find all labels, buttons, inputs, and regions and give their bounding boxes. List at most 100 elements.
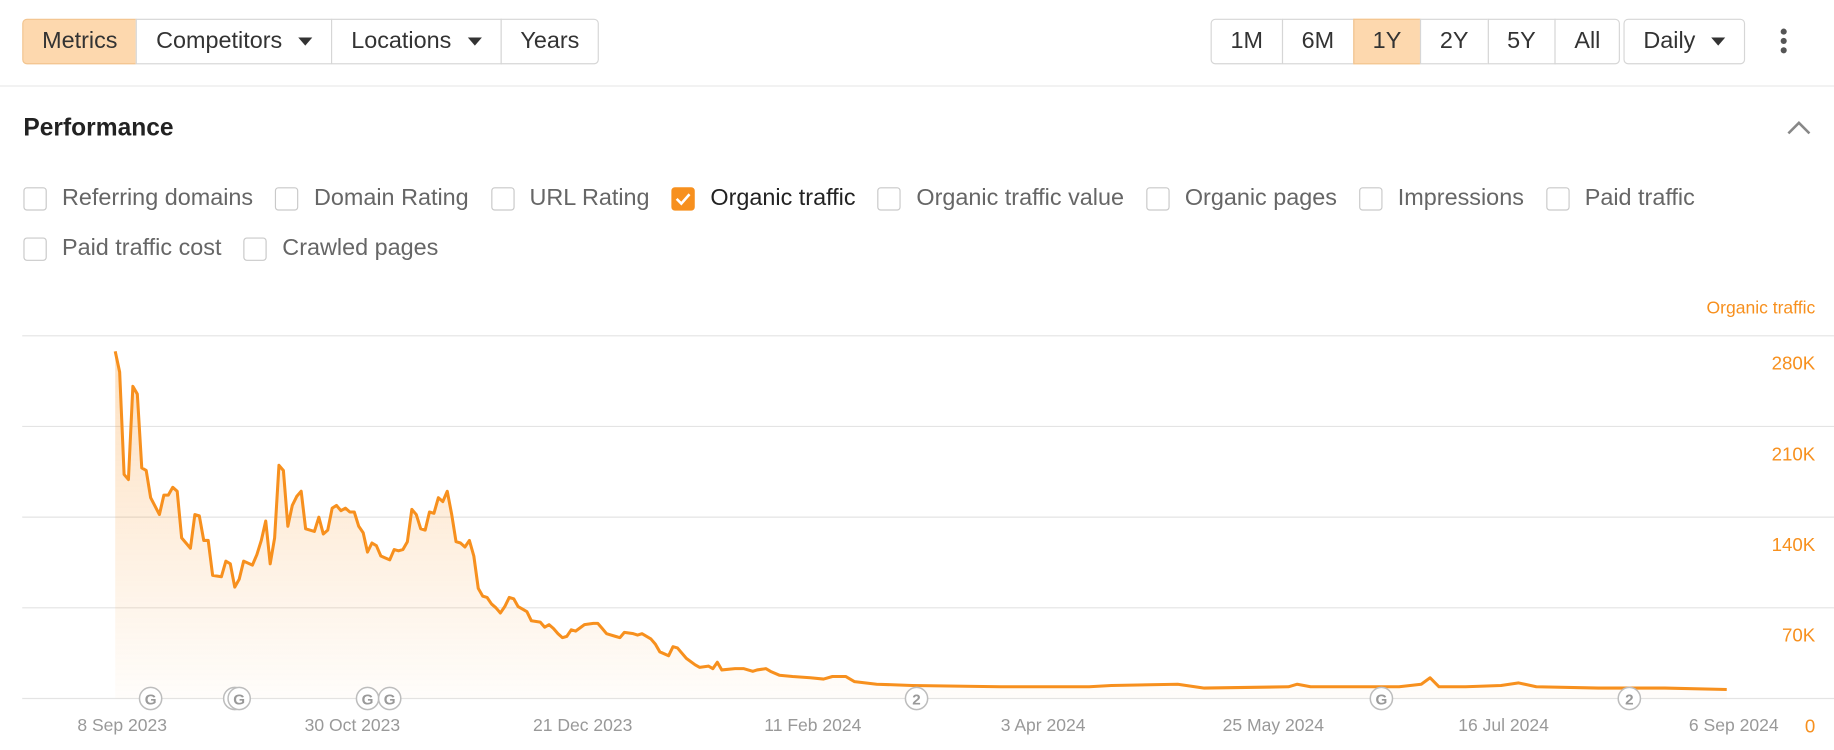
metric-checkbox[interactable]: Organic pages	[1146, 185, 1337, 212]
annotation-marker[interactable]: 2	[1617, 686, 1642, 711]
checkbox	[490, 186, 515, 211]
annotation-circle	[1369, 686, 1394, 711]
annotation-label: G	[384, 691, 396, 708]
toolbar-button[interactable]: Locations	[331, 18, 502, 65]
checkbox	[671, 186, 696, 211]
button-label: 2Y	[1439, 28, 1469, 54]
y-axis-title: Organic traffic	[1706, 298, 1815, 318]
interval-select: Daily	[1623, 18, 1746, 65]
checkbox	[275, 186, 299, 211]
annotation-label: 2	[1625, 691, 1633, 708]
annotation-marker[interactable]: G	[227, 686, 252, 711]
button-label: Years	[520, 28, 580, 54]
checkbox	[1546, 186, 1570, 211]
button-label: Metrics	[42, 28, 118, 54]
metric-label: Paid traffic	[1584, 184, 1695, 211]
toolbar-button[interactable]: Years	[500, 18, 600, 65]
toolbar-button[interactable]: Daily	[1623, 18, 1746, 65]
metric-label: Organic traffic value	[916, 184, 1125, 211]
annotation-label: 2	[912, 691, 920, 708]
more-menu[interactable]	[1772, 27, 1795, 57]
annotation-label: G	[362, 691, 374, 708]
button-label: Locations	[351, 28, 452, 54]
y-tick-label: 280K	[1772, 353, 1816, 374]
metric-checkbox[interactable]: Paid traffic cost	[23, 235, 221, 262]
toolbar-button[interactable]: 1Y	[1352, 18, 1422, 65]
metric-label: Crawled pages	[282, 235, 439, 261]
range-toggle: 1M 6M 1Y 2Y 5Y All	[1210, 18, 1621, 65]
button-label: 1M	[1230, 28, 1263, 54]
line	[113, 351, 1727, 692]
area	[115, 351, 1727, 699]
checkbox	[243, 236, 268, 261]
y-tick-label: 210K	[1772, 443, 1816, 464]
toolbar-button[interactable]: 5Y	[1487, 18, 1556, 65]
metric-checkbox[interactable]: Domain Rating	[275, 184, 469, 212]
metric-checkbox[interactable]: URL Rating	[490, 184, 650, 212]
x-tick-label: 21 Dec 2023	[533, 715, 632, 735]
x-tick-label: 25 May 2024	[1223, 715, 1325, 735]
button-label: 5Y	[1507, 28, 1536, 54]
metric-checkbox[interactable]: Impressions	[1359, 185, 1524, 212]
toolbar-button[interactable]: 6M	[1281, 18, 1354, 65]
annotation-marker[interactable]: G	[377, 686, 402, 711]
checkbox	[23, 186, 47, 211]
toolbar-button[interactable]: Competitors	[136, 18, 333, 65]
metric-checkbox[interactable]: Paid traffic	[1546, 185, 1695, 212]
separator	[0, 85, 1834, 87]
metric-row: Referring domains Domain Rating URL Rating…	[23, 185, 1717, 212]
button-label: Competitors	[156, 28, 283, 54]
metric-checkbox[interactable]: Crawled pages	[243, 235, 439, 262]
y-tick-label: 0	[1805, 715, 1815, 736]
metric-label: Impressions	[1397, 184, 1524, 211]
check-mark	[676, 192, 691, 205]
metric-label: URL Rating	[529, 184, 650, 211]
toolbar-button[interactable]: 1M	[1210, 18, 1283, 65]
annotation-label: G	[233, 691, 245, 708]
dropdown-caret	[1711, 37, 1726, 46]
toolbar-left: Metrics Competitors Locations Years	[22, 18, 600, 65]
button-label: 1Y	[1372, 28, 1402, 54]
annotation-circle	[377, 686, 402, 711]
checkbox	[23, 236, 47, 261]
annotation-marker[interactable]: G	[1369, 686, 1394, 711]
x-tick-label: 11 Feb 2024	[764, 715, 861, 735]
annotation-label: G	[145, 691, 157, 708]
metric-label: Organic traffic	[710, 184, 856, 211]
annotation-marker[interactable]: G	[355, 686, 380, 711]
x-tick-label: 30 Oct 2023	[305, 715, 401, 735]
metric-label: Domain Rating	[313, 184, 469, 211]
annotation-circle	[904, 686, 929, 711]
metric-checkbox[interactable]: Organic traffic value	[877, 184, 1125, 212]
x-tick-label: 3 Apr 2024	[1001, 715, 1086, 735]
toolbar-button[interactable]: 2Y	[1420, 18, 1489, 65]
metric-label: Organic pages	[1184, 184, 1337, 211]
y-tick-label: 70K	[1782, 625, 1816, 646]
annotation-marker[interactable]: G	[138, 686, 163, 711]
annotation-circle	[227, 686, 252, 711]
checkbox	[1359, 186, 1383, 211]
y-tick-label: 140K	[1772, 534, 1816, 555]
button-label: All	[1574, 28, 1601, 54]
metric-checkbox[interactable]: Referring domains	[23, 185, 253, 212]
metric-label: Paid traffic cost	[61, 235, 222, 261]
toolbar-button[interactable]: Metrics	[22, 18, 138, 65]
checkbox	[1146, 186, 1170, 211]
x-tick-label: 16 Jul 2024	[1458, 715, 1549, 735]
x-tick-label: 8 Sep 2023	[77, 715, 167, 735]
dropdown-caret	[467, 37, 482, 46]
metric-row: Paid traffic cost Crawled pages	[23, 235, 460, 262]
dropdown-caret	[298, 37, 313, 46]
annotation-circle	[138, 686, 163, 711]
metric-label: Referring domains	[61, 184, 254, 211]
checkbox	[877, 186, 902, 211]
annotation-label: G	[1375, 691, 1387, 708]
toolbar-button[interactable]: All	[1554, 18, 1621, 65]
collapse-toggle[interactable]	[1785, 117, 1813, 138]
annotation-marker[interactable]: 2	[904, 686, 929, 711]
metric-checkbox[interactable]: Organic traffic	[671, 184, 856, 212]
annotation-circle	[1617, 686, 1642, 711]
x-tick-label: 6 Sep 2024	[1689, 715, 1779, 735]
